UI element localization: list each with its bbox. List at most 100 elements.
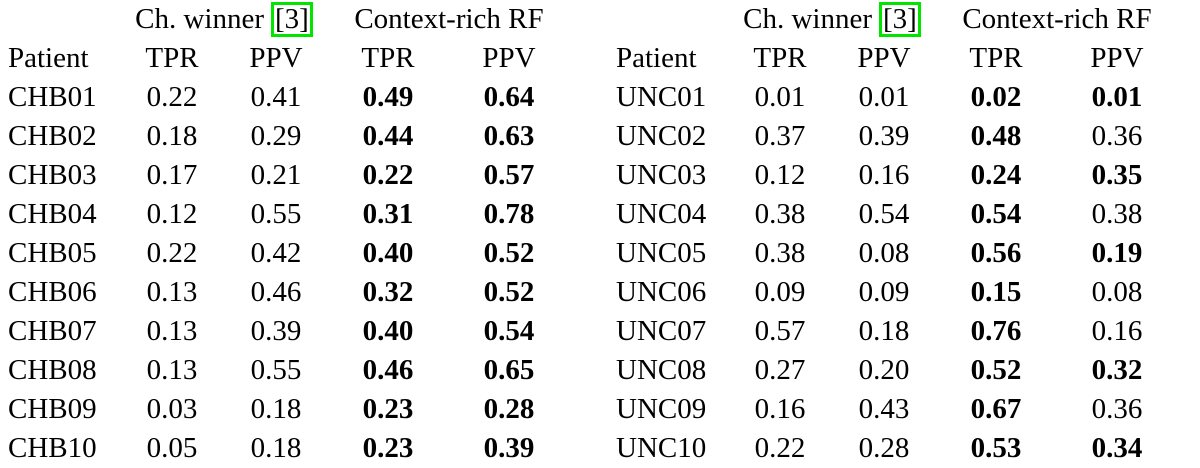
value-cell: 0.23 (362, 432, 414, 464)
value-cell: 0.12 (146, 198, 198, 230)
patient-cell: UNC02 (616, 120, 707, 152)
column-header-patient: Patient (8, 42, 89, 74)
value-cell: 0.40 (362, 237, 414, 269)
value-cell: 0.28 (858, 432, 910, 464)
patient-cell: CHB09 (8, 393, 97, 425)
patient-cell: CHB04 (8, 198, 97, 230)
value-cell: 0.29 (250, 120, 302, 152)
group-header-label: Ch. winner (135, 3, 265, 35)
value-cell: 0.48 (970, 120, 1022, 152)
group-header-label: Ch. winner (743, 3, 873, 35)
column-header-patient: Patient (616, 42, 697, 74)
patient-cell: UNC01 (616, 81, 707, 113)
patient-cell: UNC09 (616, 393, 707, 425)
value-cell: 0.57 (754, 315, 806, 347)
value-cell: 0.36 (1091, 393, 1143, 425)
value-cell: 0.31 (362, 198, 414, 230)
value-cell: 0.01 (1091, 81, 1143, 113)
value-cell: 0.32 (1091, 354, 1143, 386)
column-header-tpr: TPR (145, 42, 199, 74)
value-cell: 0.05 (146, 432, 198, 464)
value-cell: 0.53 (970, 432, 1022, 464)
value-cell: 0.18 (250, 393, 302, 425)
value-cell: 0.43 (858, 393, 910, 425)
patient-cell: UNC10 (616, 432, 707, 464)
patient-cell: UNC05 (616, 237, 707, 269)
value-cell: 0.64 (483, 81, 535, 113)
value-cell: 0.78 (483, 198, 535, 230)
value-cell: 0.46 (362, 354, 414, 386)
value-cell: 0.16 (858, 159, 910, 191)
value-cell: 0.38 (754, 237, 806, 269)
value-cell: 0.24 (970, 159, 1022, 191)
patient-cell: UNC07 (616, 315, 707, 347)
value-cell: 0.40 (362, 315, 414, 347)
column-header-ppv: PPV (857, 42, 911, 74)
value-cell: 0.15 (970, 276, 1022, 308)
value-cell: 0.19 (1091, 237, 1143, 269)
value-cell: 0.63 (483, 120, 535, 152)
value-cell: 0.09 (858, 276, 910, 308)
value-cell: 0.35 (1091, 159, 1143, 191)
value-cell: 0.38 (754, 198, 806, 230)
value-cell: 0.52 (483, 237, 535, 269)
value-cell: 0.39 (483, 432, 535, 464)
group-header-ch-winner: Ch. winner [3] (120, 0, 328, 39)
value-cell: 0.01 (754, 81, 806, 113)
value-cell: 0.34 (1091, 432, 1143, 464)
column-header-tpr: TPR (969, 42, 1023, 74)
value-cell: 0.37 (754, 120, 806, 152)
value-cell: 0.41 (250, 81, 302, 113)
value-cell: 0.22 (754, 432, 806, 464)
column-header-tpr: TPR (361, 42, 415, 74)
column-header-ppv: PPV (249, 42, 303, 74)
patient-cell: UNC08 (616, 354, 707, 386)
column-header-ppv: PPV (482, 42, 536, 74)
value-cell: 0.13 (146, 276, 198, 308)
value-cell: 0.67 (970, 393, 1022, 425)
value-cell: 0.28 (483, 393, 535, 425)
chb-table-grid: Ch. winner [3] Context-rich RF Patient T… (8, 0, 570, 468)
patient-cell: CHB05 (8, 237, 97, 269)
value-cell: 0.55 (250, 198, 302, 230)
value-cell: 0.22 (146, 237, 198, 269)
value-cell: 0.03 (146, 393, 198, 425)
value-cell: 0.22 (362, 159, 414, 191)
value-cell: 0.57 (483, 159, 535, 191)
group-header-ch-winner: Ch. winner [3] (728, 0, 936, 39)
value-cell: 0.23 (362, 393, 414, 425)
value-cell: 0.46 (250, 276, 302, 308)
empty-corner-cell (8, 0, 120, 39)
column-header-tpr: TPR (753, 42, 807, 74)
value-cell: 0.09 (754, 276, 806, 308)
value-cell: 0.39 (250, 315, 302, 347)
patient-cell: CHB01 (8, 81, 97, 113)
citation-link[interactable]: [3] (271, 2, 313, 37)
patient-cell: CHB03 (8, 159, 97, 191)
value-cell: 0.54 (970, 198, 1022, 230)
value-cell: 0.16 (1091, 315, 1143, 347)
value-cell: 0.52 (483, 276, 535, 308)
value-cell: 0.16 (754, 393, 806, 425)
patient-cell: CHB07 (8, 315, 97, 347)
patient-cell: UNC03 (616, 159, 707, 191)
value-cell: 0.42 (250, 237, 302, 269)
value-cell: 0.39 (858, 120, 910, 152)
value-cell: 0.17 (146, 159, 198, 191)
value-cell: 0.54 (483, 315, 535, 347)
citation-link[interactable]: [3] (879, 2, 921, 37)
empty-corner-cell (616, 0, 728, 39)
value-cell: 0.32 (362, 276, 414, 308)
value-cell: 0.13 (146, 354, 198, 386)
value-cell: 0.36 (1091, 120, 1143, 152)
unc-table-grid: Ch. winner [3] Context-rich RF Patient T… (616, 0, 1178, 468)
value-cell: 0.13 (146, 315, 198, 347)
value-cell: 0.54 (858, 198, 910, 230)
patient-cell: CHB06 (8, 276, 97, 308)
value-cell: 0.20 (858, 354, 910, 386)
column-header-ppv: PPV (1090, 42, 1144, 74)
value-cell: 0.56 (970, 237, 1022, 269)
value-cell: 0.38 (1091, 198, 1143, 230)
value-cell: 0.08 (1091, 276, 1143, 308)
